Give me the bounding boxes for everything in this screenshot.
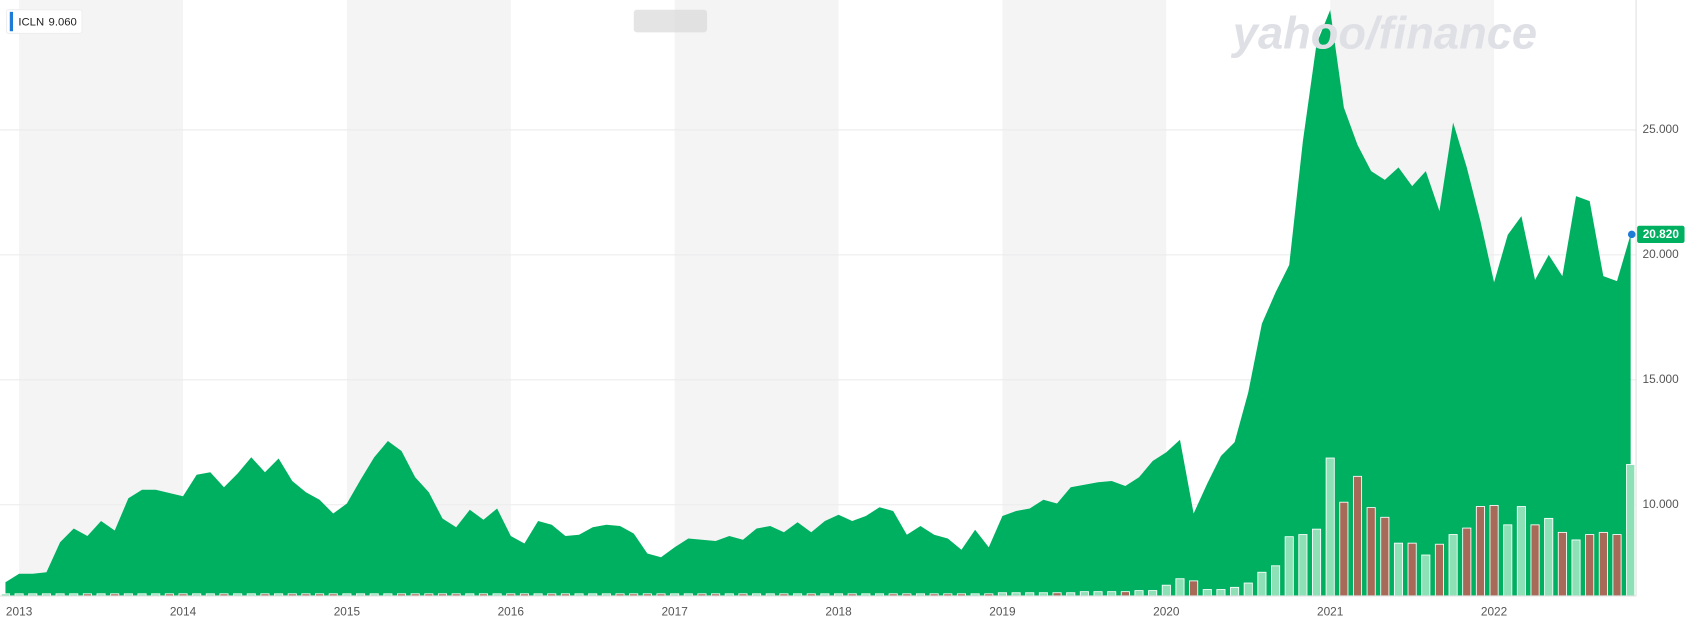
- y-tick-label: 20.000: [1643, 247, 1680, 261]
- x-tick-label: 2014: [170, 604, 197, 618]
- x-tick-label: 2016: [498, 604, 525, 618]
- x-tick-label: 2018: [825, 604, 852, 618]
- year-band: [674, 0, 839, 596]
- volume-bar: [1202, 589, 1212, 597]
- volume-bar: [1475, 506, 1485, 597]
- volume-bar: [1544, 517, 1554, 597]
- x-tick-label: 2022: [1481, 604, 1507, 618]
- volume-bar: [1462, 527, 1472, 597]
- volume-bar: [1503, 524, 1513, 597]
- volume-bar: [1598, 531, 1608, 597]
- x-tick-label: 2013: [6, 604, 33, 618]
- volume-bar: [1243, 582, 1253, 597]
- x-tick-label: 2015: [334, 604, 361, 618]
- volume-bar: [1626, 464, 1636, 597]
- x-tick-label: 2021: [1317, 604, 1344, 618]
- volume-bar: [1079, 591, 1089, 597]
- blurred-control: [633, 9, 708, 33]
- volume-bar: [1421, 554, 1431, 597]
- volume-bar: [1516, 506, 1526, 597]
- legend-swatch: [9, 11, 14, 32]
- volume-bar: [1216, 589, 1226, 597]
- volume-bar: [1107, 591, 1117, 597]
- volume-bar: [1571, 539, 1581, 597]
- watermark: yahoo/finance: [1231, 8, 1537, 59]
- volume-bar: [1612, 534, 1622, 597]
- x-tick-label: 2019: [989, 604, 1016, 618]
- volume-bar: [1189, 580, 1199, 597]
- volume-bar: [1161, 584, 1171, 597]
- volume-bar: [1366, 507, 1376, 597]
- volume-bar: [1585, 534, 1595, 597]
- volume-bar: [1134, 590, 1144, 597]
- volume-bar: [1284, 536, 1294, 597]
- volume-bar: [1407, 542, 1417, 597]
- legend-label: ICLN: [18, 17, 44, 29]
- volume-bar: [1298, 534, 1308, 597]
- legend-box: [6, 9, 83, 34]
- volume-bar: [1120, 591, 1130, 597]
- volume-bar: [1175, 578, 1185, 597]
- x-tick-label: 2020: [1153, 604, 1180, 618]
- volume-bar: [1148, 590, 1158, 597]
- volume-bar: [1230, 586, 1240, 597]
- x-tick-label: 2017: [661, 604, 687, 618]
- volume-bar: [1093, 591, 1103, 597]
- volume-bar: [1257, 571, 1267, 597]
- volume-bar: [1448, 534, 1458, 597]
- legend-value: 9.060: [49, 17, 77, 29]
- volume-bar: [1271, 565, 1281, 597]
- last-point: [1627, 230, 1636, 239]
- y-tick-label: 10.000: [1643, 497, 1680, 511]
- volume-bar: [1339, 501, 1349, 597]
- volume-bar: [1380, 516, 1390, 597]
- volume-bar: [1393, 542, 1404, 597]
- y-tick-label: 15.000: [1643, 372, 1680, 386]
- volume-bar: [1489, 505, 1499, 597]
- volume-bar: [1557, 531, 1567, 597]
- volume-bar: [1352, 475, 1363, 597]
- last-value-badge: [1637, 225, 1685, 244]
- volume-bar: [1312, 528, 1322, 597]
- legend: ICLN 9.060: [6, 9, 83, 34]
- volume-bar: [1434, 543, 1444, 597]
- last-value-label: 20.820: [1643, 227, 1680, 241]
- volume-bar: [1325, 457, 1335, 597]
- volume-bar: [1530, 524, 1540, 597]
- y-tick-label: 25.000: [1643, 122, 1680, 136]
